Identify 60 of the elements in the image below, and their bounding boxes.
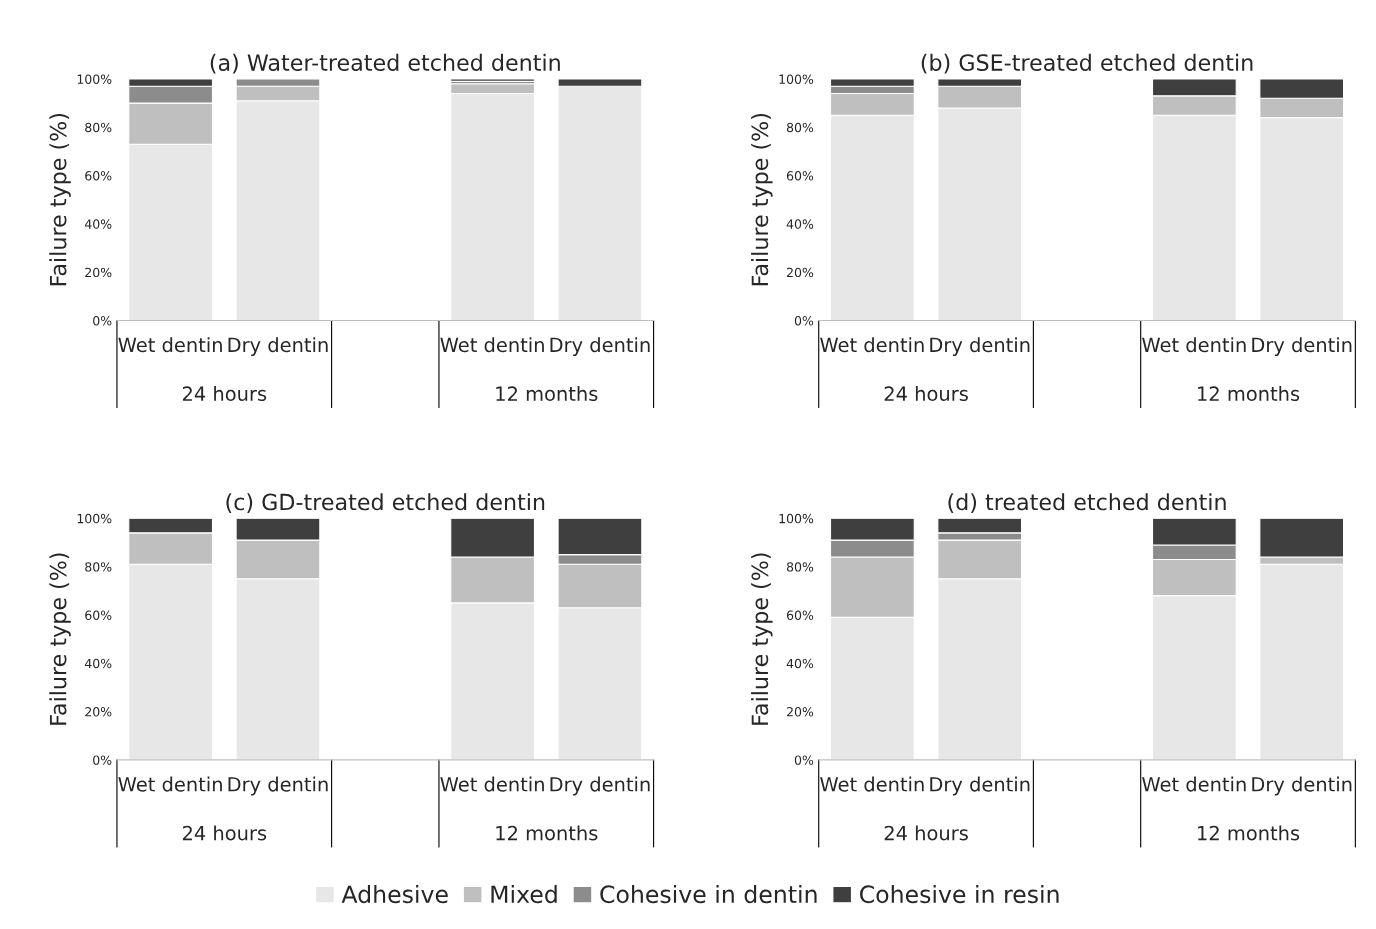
text: 24 hours	[884, 825, 968, 841]
text: 24 hours	[182, 825, 267, 841]
y-tick-label: 60%	[786, 171, 814, 181]
text: 24 hours	[182, 385, 267, 402]
y-tick-label: 40%	[786, 658, 814, 669]
x-tick-label: Wet dentin	[1142, 776, 1246, 792]
y-tick-label: 80%	[85, 562, 112, 572]
chart-title: (b) GSE-treated etched dentin	[921, 53, 1253, 74]
y-axis-title: Failure type (%)	[49, 553, 71, 725]
x-tick-label: Dry dentin	[1252, 337, 1352, 356]
y-tick-label: 40%	[786, 219, 814, 229]
y-tick-label: 100%	[77, 513, 112, 524]
y-axis-title: Failure type (%)	[751, 113, 773, 286]
y-tick-label: 60%	[85, 610, 112, 620]
y-tick-label: 80%	[786, 562, 814, 572]
text: 24 hours	[884, 385, 968, 402]
x-tick-label: Dry dentin	[550, 776, 650, 796]
x-tick-label: Wet dentin	[118, 337, 222, 353]
y-tick-label: 0%	[794, 755, 814, 765]
text: 12 months	[1198, 385, 1300, 402]
y-axis-title: Failure type (%)	[49, 113, 71, 286]
x-tick-label: Dry dentin	[930, 776, 1030, 796]
y-tick-label: 100%	[779, 74, 814, 84]
x-tick-label: Wet dentin	[440, 337, 544, 353]
x-tick-label: Dry dentin	[930, 337, 1030, 356]
x-tick-label: Wet dentin	[118, 776, 222, 792]
y-tick-label: 100%	[77, 74, 112, 84]
text: 12 months	[496, 825, 598, 841]
y-tick-label: 0%	[794, 315, 814, 326]
y-axis-title: Failure type (%)	[751, 553, 773, 725]
y-tick-label: 60%	[85, 171, 112, 181]
x-tick-label: Wet dentin	[820, 776, 924, 792]
x-tick-label: Dry dentin	[228, 337, 328, 356]
x-tick-label: Dry dentin	[1252, 776, 1352, 796]
y-tick-label: 40%	[84, 219, 112, 229]
x-tick-label: Wet dentin	[440, 776, 544, 792]
y-tick-label: 60%	[786, 610, 814, 620]
y-tick-label: 100%	[779, 513, 814, 524]
y-tick-label: 20%	[786, 707, 814, 717]
x-tick-label: Wet dentin	[820, 337, 924, 353]
y-tick-label: 40%	[84, 658, 112, 669]
y-tick-label: 20%	[85, 267, 112, 278]
x-tick-label: Dry dentin	[228, 776, 328, 796]
text: 12 months	[496, 385, 598, 402]
legend-label: Cohesive in resin	[860, 884, 1059, 904]
y-tick-label: 0%	[93, 315, 112, 326]
y-tick-label: 0%	[93, 755, 112, 765]
y-tick-label: 80%	[786, 122, 814, 133]
y-tick-label: 80%	[85, 122, 112, 133]
chart-title: (a) Water-treated etched dentin	[210, 53, 560, 74]
x-tick-label: Dry dentin	[550, 337, 650, 356]
y-tick-label: 20%	[85, 707, 112, 717]
text: 12 months	[1198, 825, 1300, 841]
legend-label: Adhesive	[341, 884, 448, 904]
y-tick-label: 20%	[786, 267, 814, 278]
chart-title: (d) treated etched dentin	[948, 493, 1226, 513]
legend-label: Cohesive in dentin	[600, 884, 817, 904]
chart-title: (c) GD-treated etched dentin	[226, 493, 545, 513]
x-tick-label: Wet dentin	[1142, 337, 1246, 353]
legend-label: Mixed	[491, 884, 557, 904]
